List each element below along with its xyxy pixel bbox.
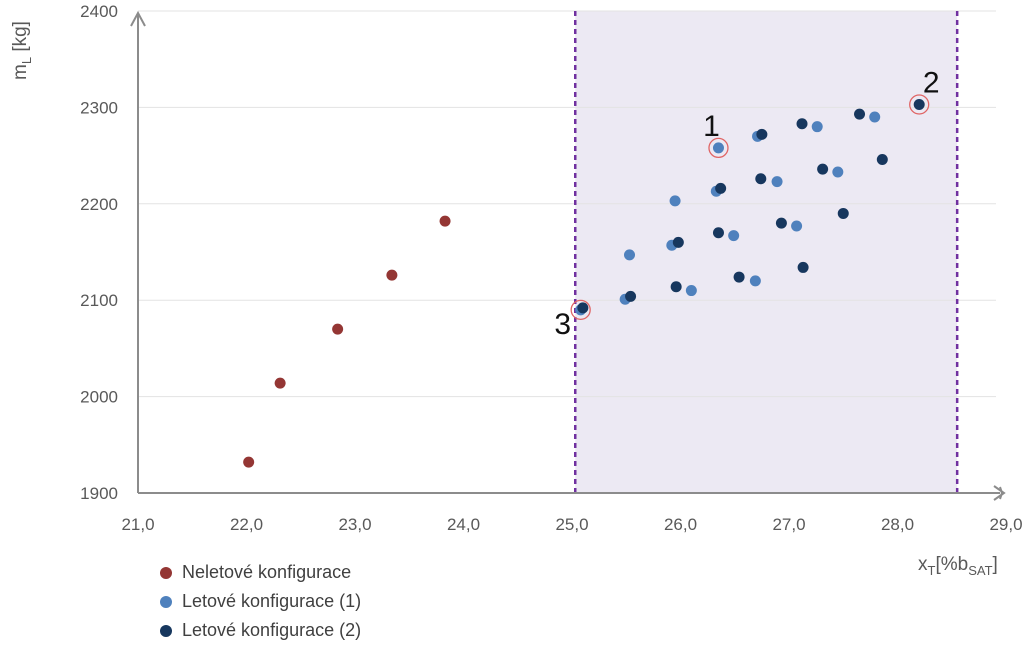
data-point-series-3: [854, 108, 866, 120]
gridlines: [138, 10, 996, 398]
legend-marker: [160, 595, 172, 608]
y-axis-arrowhead: [130, 10, 146, 27]
data-point-series-3: [672, 236, 684, 248]
data-point-series-3: [775, 217, 787, 229]
data-point-series-2: [771, 176, 783, 188]
x-axis-title: xT[%bSAT]: [918, 554, 998, 578]
plot-background: [575, 11, 958, 493]
data-points: [243, 99, 925, 468]
data-point-series-2: [749, 275, 761, 287]
data-point-series-1: [332, 323, 344, 335]
data-point-series-3: [756, 128, 768, 140]
data-point-series-3: [625, 290, 637, 302]
data-point-series-2: [624, 249, 636, 261]
y-tick-label: 2000: [80, 388, 118, 407]
x-tick-label: 28,0: [881, 515, 914, 534]
data-point-series-1: [243, 456, 255, 468]
y-tick-label: 2200: [80, 195, 118, 214]
data-point-series-2: [791, 220, 803, 232]
x-tick-label: 23,0: [338, 515, 371, 534]
data-point-series-2: [685, 285, 697, 297]
data-point-series-3: [797, 261, 809, 273]
x-tick-label: 27,0: [772, 515, 805, 534]
data-point-series-1: [274, 377, 286, 389]
y-axis-title: mL [kg]: [10, 21, 34, 80]
data-point-series-2: [869, 111, 881, 123]
data-point-series-3: [837, 207, 849, 219]
legend-label: Letové konfigurace (2): [182, 620, 362, 640]
x-tick-label: 24,0: [447, 515, 480, 534]
y-tick-label: 2300: [80, 98, 118, 117]
data-point-series-3: [577, 302, 589, 314]
x-tick-label: 25,0: [555, 515, 588, 534]
axes: [130, 10, 1006, 501]
data-point-series-3: [712, 227, 724, 239]
annotation-circle: [570, 299, 591, 320]
shaded-region: [575, 11, 958, 493]
data-point-series-2: [669, 195, 681, 207]
legend-marker: [160, 566, 172, 579]
legend-label: Neletové konfigurace: [182, 562, 352, 582]
data-point-series-1: [386, 269, 398, 281]
legend-item-letove-2: Letové konfigurace (2): [160, 616, 361, 645]
data-point-series-3: [755, 173, 767, 185]
legend-marker: [160, 624, 172, 637]
y-tick-label: 2400: [80, 2, 118, 21]
data-point-series-2: [712, 142, 724, 154]
x-axis-arrow: [999, 486, 1004, 500]
data-point-series-3: [913, 99, 925, 111]
annotation-label: 2: [923, 67, 940, 100]
data-point-series-1: [439, 215, 451, 227]
x-tick-label: 21,0: [121, 515, 154, 534]
tick-labels: 21,0 22,0 23,0 24,0 25,0 26,0 27,0 28,0 29,0 1900…: [80, 2, 1022, 534]
annotations: 1 2 3: [554, 67, 939, 341]
data-point-series-3: [715, 182, 727, 194]
data-point-series-2: [832, 166, 844, 178]
legend: Neletové konfigurace Letové konfigurace …: [160, 558, 361, 645]
data-point-series-3: [817, 163, 829, 175]
annotation-label: 3: [554, 308, 571, 341]
data-point-series-3: [796, 118, 808, 130]
y-tick-label: 2100: [80, 291, 118, 310]
legend-item-letove-1: Letové konfigurace (1): [160, 587, 361, 616]
data-point-series-3: [670, 281, 682, 293]
legend-label: Letové konfigurace (1): [182, 591, 362, 611]
x-tick-label: 29,0: [989, 515, 1022, 534]
x-tick-label: 22,0: [230, 515, 263, 534]
annotation-label: 1: [703, 110, 720, 143]
data-point-series-3: [733, 271, 745, 283]
data-point-series-3: [876, 153, 888, 165]
x-axis-arrowhead: [993, 485, 1006, 501]
annotation-circle: [708, 137, 729, 159]
legend-item-neletove: Neletové konfigurace: [160, 558, 361, 587]
x-tick-label: 26,0: [664, 515, 697, 534]
data-point-series-2: [811, 121, 823, 133]
annotation-circle: [909, 94, 930, 115]
data-point-series-2: [728, 230, 740, 242]
y-tick-label: 1900: [80, 484, 118, 503]
